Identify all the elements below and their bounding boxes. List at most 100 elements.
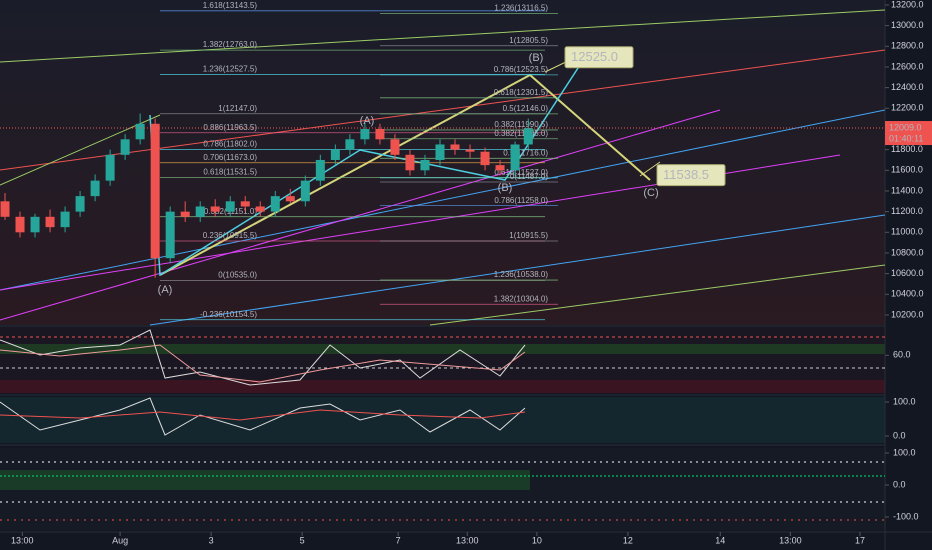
y-tick-label: 12800.0 [891,41,924,51]
x-tick-label: 13:00 [11,535,34,545]
y-tick-label: 10600.0 [891,268,924,278]
fib-label: 0(11487.0) [510,172,548,181]
channel [149,214,886,326]
fib-label: 1(12147.0) [218,104,257,113]
fib-label: 1.236(10538.0) [494,270,549,279]
target-label: 12525.0 [571,49,618,64]
y-tick-label: 100.0 [893,396,916,406]
x-tick-label: 12 [623,535,633,545]
fib-label: 0.382(11990.5) [494,120,548,129]
current-price-box [885,121,932,146]
candle-body [240,201,250,207]
candle-body [465,149,475,152]
fib-label: 0.618(12301.5) [494,88,549,97]
y-tick-label: 11600.0 [891,165,923,175]
candle-body [495,165,505,171]
wave-label: (B) [529,52,544,64]
wave-label: (B) [498,182,513,194]
candle-body [255,206,265,212]
candle-body [150,123,160,259]
fib-label: 1.618(13143.5) [203,1,258,10]
fib-label: 0.786(11258.0) [494,196,548,205]
x-tick-label: 13:00 [456,535,479,545]
x-tick-label: 13:00 [779,535,802,545]
candle-body [315,159,325,181]
y-tick-label: 10400.0 [891,289,924,299]
fib-label: 0.618(11527.0) [494,168,548,177]
candle-body [120,139,130,155]
candle-body [405,154,415,171]
y-tick-label: 12200.0 [891,103,924,113]
channel [0,49,886,171]
fib-label: 0.5(12146.0) [503,104,549,113]
candle-body [510,144,520,171]
y-tick-label: 11800.0 [891,144,923,154]
fib-label: 1.236(12527.5) [203,65,258,74]
y-tick-label: 0.0 [893,430,906,440]
y-tick-label: 11200.0 [891,206,923,216]
candle-body [420,159,430,171]
histogram-area [0,470,530,490]
channel [0,9,886,63]
oversold-band [0,380,885,393]
candle-body [30,216,40,233]
wave-label: (C) [643,187,658,199]
candle-body [523,128,533,145]
candle-body [285,196,295,202]
fib-label: 0(10535.0) [218,270,257,279]
y-tick-label: 12400.0 [891,82,924,92]
fib-label: 1.382(10304.0) [494,294,549,303]
fib-label: 1.236(13116.5) [494,4,548,13]
y-tick-label: 13000.0 [891,20,924,30]
y-tick-label: 60.0 [893,350,911,360]
candle-body [135,123,145,140]
band [0,344,885,354]
x-tick-label: 3 [209,535,214,545]
x-tick-label: 5 [300,535,305,545]
candle-body [45,216,55,228]
fib-label: 0.886(11963.5) [203,123,257,132]
fib-label: 0.618(11531.5) [203,167,257,176]
fib-label: 0.706(11673.0) [203,153,257,162]
oscillator-line [0,409,526,421]
fib-label: 1(10915.5) [509,231,548,240]
candle-body [375,128,385,140]
candle-body [75,196,85,212]
candle-body [15,216,25,233]
candle-body [450,144,460,150]
candle-body [330,149,340,160]
x-tick-label: Aug [112,535,128,545]
fib-label: 0.382(11905.0) [494,129,548,138]
oscillator-line [0,329,526,386]
x-tick-label: 17 [855,535,865,545]
current-price-label: 12009.0 [889,122,922,132]
candle-body [435,144,445,160]
y-tick-label: 11400.0 [891,185,923,195]
x-tick-label: 10 [532,535,542,545]
candle-body [0,201,10,217]
y-tick-label: 13200.0 [891,0,924,9]
oscillator-line [0,397,526,436]
candle-body [90,180,100,197]
y-tick-label: 11000.0 [891,227,923,237]
candle-body [390,139,400,155]
fib-label: 0.786(11802.0) [203,140,257,149]
candle-body [300,180,310,202]
wave-label: (A) [158,284,173,296]
channel [0,114,161,186]
x-tick-label: 7 [396,535,401,545]
candle-body [180,211,190,217]
fib-label: 0.786(12523.5) [494,65,549,74]
target-box [656,164,726,187]
candle-body [60,211,70,228]
candle-body [480,151,490,166]
candle-body [345,139,355,150]
channel [0,109,721,321]
connector [639,161,661,177]
y-tick-label: 12600.0 [891,61,924,71]
wave-label: (A) [360,115,375,127]
fib-label: 1.382(12763.0) [203,40,258,49]
fib-label: 1(12805.5) [509,36,548,45]
candle-body [270,196,280,212]
